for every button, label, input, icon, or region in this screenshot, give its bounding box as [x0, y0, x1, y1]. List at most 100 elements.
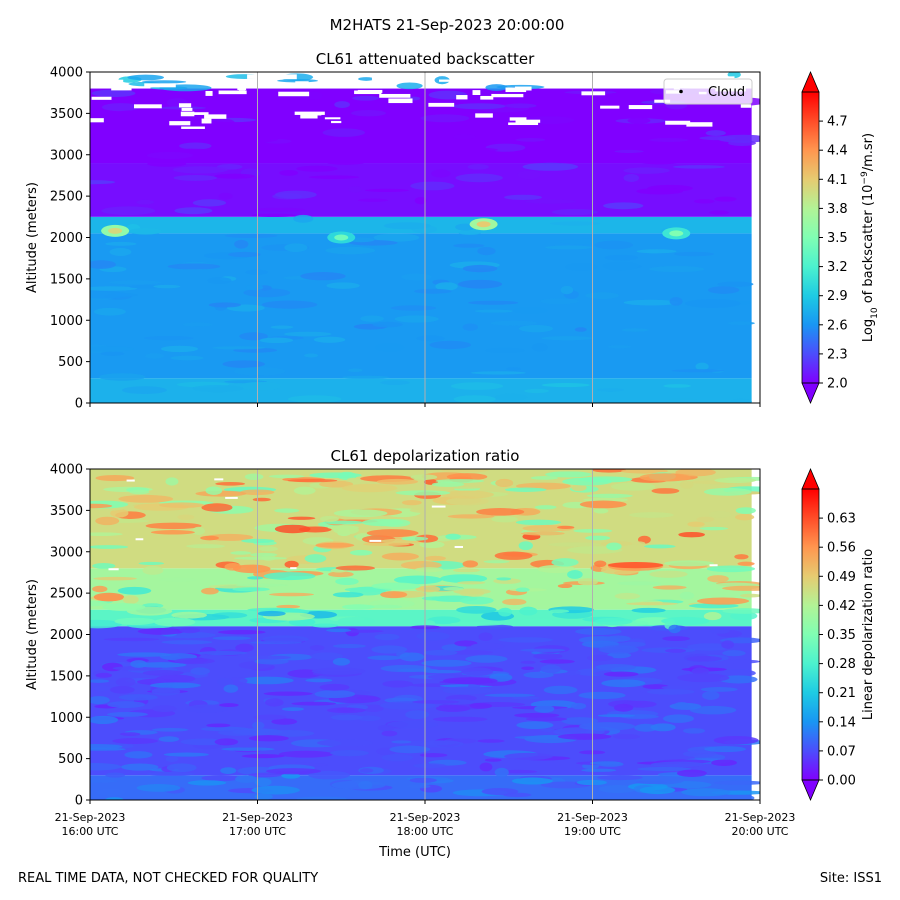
heatmap-streak [330, 714, 363, 721]
cloud-flag-patch [654, 99, 671, 103]
heatmap-streak [208, 302, 242, 308]
heatmap-streak [410, 474, 438, 480]
heatmap-streak [192, 384, 244, 393]
heatmap-streak [374, 633, 400, 641]
cloud-flag-patch [600, 105, 620, 109]
heatmap-streak [293, 214, 314, 223]
heatmap-streak [474, 309, 513, 313]
heatmap-streak [533, 653, 563, 660]
heatmap-streak [586, 654, 614, 662]
heatmap-streak [357, 198, 389, 202]
heatmap-streak [201, 587, 219, 595]
heatmap-streak [607, 652, 632, 659]
heatmap-streak [567, 570, 583, 579]
heatmap-streak [504, 752, 553, 761]
heatmap-streak [366, 529, 419, 538]
heatmap-streak [594, 617, 633, 626]
heatmap-streak [730, 398, 752, 403]
heatmap-streak [608, 345, 632, 349]
heatmap-streak [281, 707, 305, 712]
heatmap-streak [218, 192, 233, 200]
colorbar-tick-label: 3.5 [827, 231, 848, 246]
heatmap-streak [640, 776, 685, 785]
heatmap-streak [287, 478, 338, 483]
y-tick-label: 1500 [50, 669, 83, 684]
heatmap-streak [548, 542, 602, 547]
heatmap-streak [223, 684, 239, 693]
heatmap-streak [521, 159, 552, 163]
colorbar-extend-max [801, 70, 820, 93]
heatmap-streak [182, 322, 213, 327]
heatmap-streak [254, 777, 272, 787]
heatmap-streak [515, 587, 530, 593]
heatmap-streak [127, 74, 165, 81]
heatmap-streak [146, 151, 194, 159]
heatmap-streak [248, 735, 289, 742]
heatmap-streak [190, 667, 210, 676]
heatmap-streak [253, 714, 287, 720]
heatmap-streak [142, 670, 184, 676]
cloud-flag-patch [91, 96, 112, 100]
heatmap-streak [416, 335, 445, 342]
heatmap-streak [520, 648, 566, 652]
heatmap-streak [274, 524, 311, 534]
heatmap-streak [232, 564, 271, 574]
heatmap-streak [221, 747, 275, 751]
heatmap-streak [365, 188, 409, 193]
heatmap-streak [713, 735, 759, 745]
heatmap-streak [708, 511, 732, 518]
heatmap-streak [90, 503, 113, 509]
cloud-flag-patch [581, 91, 606, 96]
heatmap-streak [686, 643, 731, 651]
heatmap-streak [217, 677, 234, 687]
heatmap-streak [662, 636, 690, 642]
y-tick-label: 0 [75, 794, 83, 809]
cloud-flag-patch [278, 91, 310, 97]
heatmap-streak [415, 585, 441, 593]
colorbar-tick-label: 0.00 [827, 774, 856, 789]
heatmap-streak [470, 642, 505, 650]
heatmap-streak [173, 174, 218, 181]
heatmap-streak [214, 173, 256, 179]
heatmap-streak [607, 562, 664, 569]
heatmap-streak [693, 199, 715, 204]
heatmap-streak [452, 103, 506, 110]
colorbar-tick-label: 0.63 [827, 512, 856, 527]
heatmap-streak [639, 786, 676, 795]
heatmap-streak [367, 655, 402, 661]
heatmap-streak [243, 288, 291, 298]
heatmap-streak [192, 199, 226, 207]
heatmap-streak [453, 395, 496, 403]
heatmap-streak [681, 788, 731, 797]
heatmap-streak [603, 202, 644, 210]
cloud-flag-patch [531, 81, 547, 84]
heatmap-streak [576, 779, 608, 786]
heatmap-streak [239, 676, 294, 685]
heatmap-streak [335, 577, 359, 586]
heatmap-streak [141, 80, 187, 84]
heatmap-streak [380, 591, 408, 599]
cloud-flag-patch [180, 111, 195, 117]
colorbar-tick-label: 0.07 [827, 744, 856, 759]
heatmap-streak [271, 718, 298, 725]
heatmap-streak [319, 480, 354, 488]
heatmap-streak [247, 607, 301, 612]
heatmap-streak [610, 482, 656, 491]
heatmap-streak [445, 497, 489, 506]
heatmap-streak [577, 578, 598, 586]
heatmap-streak [90, 715, 119, 724]
heatmap-streak [722, 650, 746, 657]
aerosol-feature-core [669, 230, 684, 237]
colorbar-tick-label: 2.6 [827, 318, 848, 333]
heatmap-streak [258, 546, 278, 552]
heatmap-layer [90, 378, 752, 403]
heatmap-streak [150, 530, 195, 535]
heatmap-streak [671, 369, 725, 373]
heatmap-streak [201, 503, 233, 512]
heatmap-streak [326, 159, 365, 165]
cloud-flag-patch [181, 126, 205, 129]
missing-data-patch [290, 567, 297, 570]
heatmap-streak [471, 371, 526, 375]
heatmap-streak [424, 555, 446, 561]
heatmap-streak [700, 687, 738, 692]
